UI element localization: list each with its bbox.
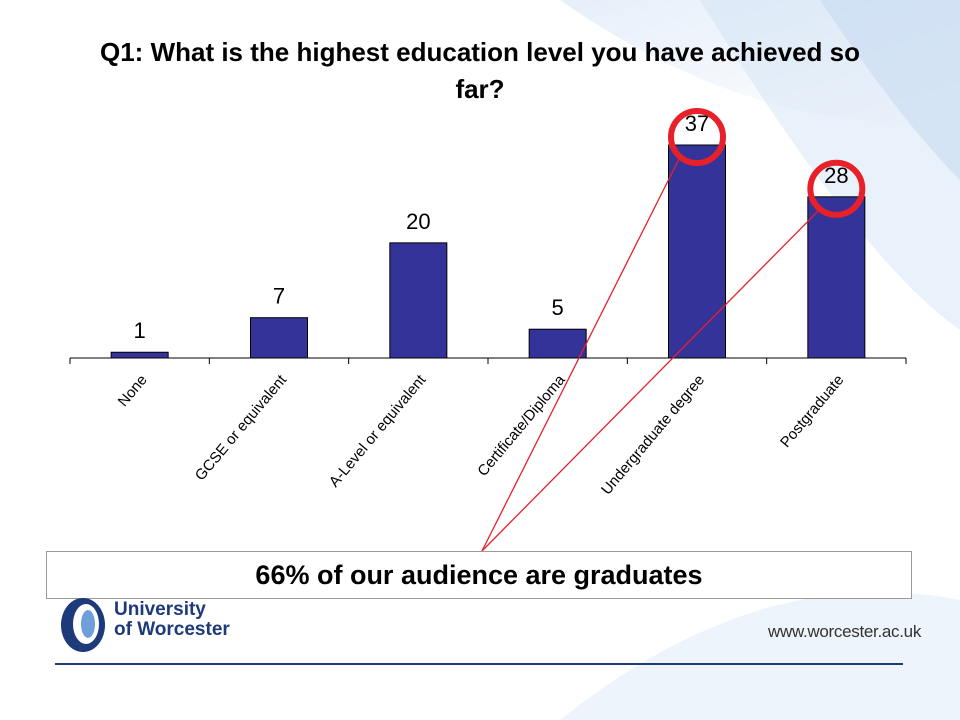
bar-none (110, 351, 169, 359)
university-name-line1: University (114, 599, 206, 620)
bar-certificate-diploma (528, 328, 587, 359)
x-tick-label: None (115, 372, 151, 410)
bar-gcse-or-equivalent (250, 317, 308, 359)
university-logo-icon (61, 598, 105, 652)
bar-postgraduate (807, 196, 866, 359)
highlight-circle (668, 108, 726, 166)
university-name: University of Worcester (114, 600, 230, 640)
x-tick-label: Undergraduate degree (598, 372, 708, 499)
chart-title: Q1: What is the highest education level … (100, 37, 860, 104)
x-tick-label: A-Level or equivalent (326, 371, 430, 491)
university-name-line2: of Worcester (114, 619, 230, 640)
chart-annotations (481, 108, 866, 552)
x-tick-label: GCSE or equivalent (192, 371, 291, 484)
chart-bars (110, 144, 866, 359)
data-label: 1 (134, 318, 146, 343)
bar-undergraduate-degree (668, 144, 726, 359)
data-label: 7 (273, 284, 285, 309)
pointer-line (481, 210, 819, 552)
data-label: 20 (406, 209, 430, 234)
x-tick-label: Postgraduate (777, 372, 847, 451)
data-label: 5 (552, 295, 564, 320)
x-tick-label: Certificate/Diploma (474, 371, 569, 479)
pointer-line (481, 158, 680, 552)
summary-callout: 66% of our audience are graduates (46, 551, 912, 599)
website-url: www.worcester.ac.uk (768, 622, 922, 641)
footer-divider (55, 663, 903, 665)
chart-tick-labels: None GCSE or equivalent A-Level or equival… (115, 371, 848, 498)
highlight-circle (807, 159, 866, 218)
bar-a-level-or-equivalent (389, 242, 448, 359)
chart-axes (69, 357, 907, 364)
